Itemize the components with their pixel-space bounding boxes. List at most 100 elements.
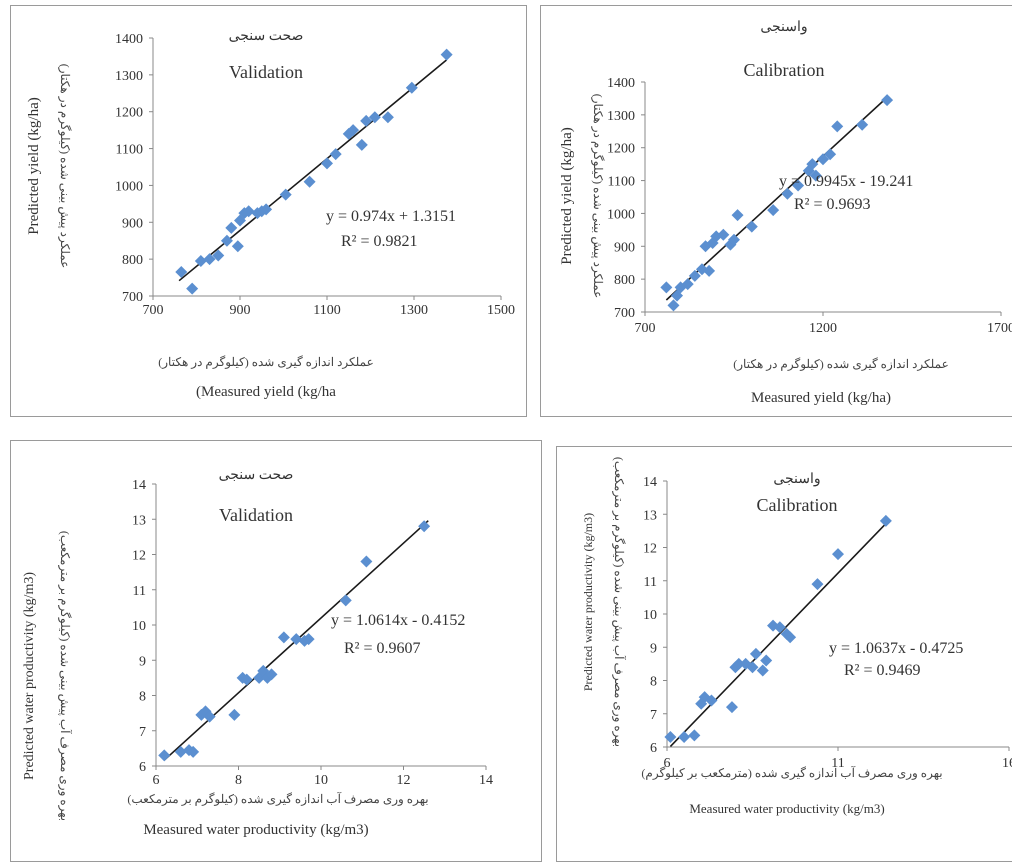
chart-title: Calibration <box>757 495 838 515</box>
y-tick-label: 1100 <box>608 175 635 190</box>
y-axis-label-fa: بهره وری مصرف آب پیش بینی شده (کیلوگرم ب… <box>612 457 627 747</box>
y-tick-label: 1400 <box>607 76 635 91</box>
data-point <box>302 633 315 646</box>
x-axis-label: Measured water productivity (kg/m3) <box>689 801 884 816</box>
data-point <box>667 299 680 312</box>
y-tick-label: 10 <box>643 608 657 623</box>
data-point <box>355 138 368 151</box>
data-point <box>881 94 894 107</box>
y-tick-label: 14 <box>132 478 146 493</box>
regression-equation: y = 1.0614x - 0.4152 <box>331 612 465 629</box>
data-point <box>699 240 712 253</box>
x-axis-label-fa: عملکرد اندازه گیری شده (کیلوگرم در هکتار… <box>733 357 948 371</box>
data-point <box>174 745 187 758</box>
data-point <box>731 209 744 222</box>
chart-title-fa: واسنجی <box>773 472 820 487</box>
data-point <box>368 111 381 124</box>
data-point <box>257 664 270 677</box>
data-point <box>360 555 373 568</box>
r-squared: R² = 0.9607 <box>344 640 421 657</box>
y-tick-label: 1400 <box>115 32 143 47</box>
data-point <box>203 253 216 266</box>
data-point <box>760 654 773 667</box>
chart-title-fa: واسنجی <box>760 20 807 35</box>
data-point <box>806 158 819 171</box>
y-tick-label: 6 <box>139 760 146 775</box>
chart-wp-calibration: 6 11 16 6 7 8 9 10 11 12 13 14 واسنجی Calibration y = … <box>581 457 1012 816</box>
x-tick-label: 6 <box>153 773 160 788</box>
chart-yield-calibration: 700 1200 1700 700 800 900 1000 1100 1200 1300 1400… <box>559 20 1012 406</box>
y-tick-label: 1100 <box>116 143 143 158</box>
data-point <box>749 647 762 660</box>
chart-title: Calibration <box>744 60 825 80</box>
data-point <box>440 48 453 61</box>
chart-yield-validation: 700 900 1100 1300 1500 700 800 900 1000 1100 1200 1… <box>26 29 515 400</box>
y-tick-label: 900 <box>122 216 143 231</box>
y-tick-label: 10 <box>132 619 146 634</box>
y-tick-label: 1000 <box>115 179 143 194</box>
y-tick-label: 12 <box>643 542 657 557</box>
x-tick-label: 12 <box>397 773 411 788</box>
data-point <box>381 111 394 124</box>
data-point <box>329 148 342 161</box>
data-point <box>203 710 216 723</box>
x-tick-label: 1500 <box>487 303 515 318</box>
y-tick-label: 1200 <box>607 142 635 157</box>
y-axis-label-fa: عملکرد پیش بینی شده (کیلوگرم در هکتار) <box>58 64 72 269</box>
data-point <box>781 187 794 200</box>
chart-title: Validation <box>219 505 293 525</box>
data-point <box>242 205 255 218</box>
y-tick-label: 1300 <box>115 69 143 84</box>
data-point <box>695 263 708 276</box>
data-point <box>681 278 694 291</box>
y-axis-label-fa: بهره وری مصرف آب پیش بینی شده (کیلوگرم ب… <box>58 531 73 821</box>
y-tick-label: 9 <box>139 654 146 669</box>
data-point <box>725 701 738 714</box>
trendline <box>178 59 448 282</box>
x-tick-label: 700 <box>635 321 656 336</box>
data-point <box>732 657 745 670</box>
x-tick-label: 16 <box>1002 756 1012 771</box>
x-tick-label: 700 <box>143 303 164 318</box>
x-tick-label: 1100 <box>313 303 340 318</box>
data-point <box>260 203 273 216</box>
data-point <box>767 619 780 632</box>
data-point <box>279 188 292 201</box>
y-tick-label: 13 <box>132 513 146 528</box>
data-point <box>678 731 691 744</box>
chart-panel-yield-calibration: 700 1200 1700 700 800 900 1000 1100 1200 1300 1400… <box>540 5 1012 417</box>
x-axis-label-fa: عملکرد اندازه گیری شده (کیلوگرم در هکتار… <box>158 355 373 369</box>
data-point <box>194 254 207 267</box>
data-point <box>187 745 200 758</box>
x-axis-label-fa: بهره وری مصرف آب اندازه گیری شده (مترمکع… <box>641 765 942 780</box>
y-tick-label: 12 <box>132 549 146 564</box>
x-tick-label: 6 <box>664 756 671 771</box>
data-point <box>746 661 759 674</box>
regression-equation: y = 0.9945x - 19.241 <box>779 173 913 190</box>
y-axis-label: Predicted yield (kg/ha) <box>26 97 42 234</box>
y-tick-label: 700 <box>122 290 143 305</box>
y-axis-label: Predicted water productivity (kg/m3) <box>22 572 37 780</box>
y-tick-label: 11 <box>644 575 657 590</box>
data-point <box>347 124 360 137</box>
data-point <box>688 269 701 282</box>
data-point <box>660 281 673 294</box>
data-point <box>225 221 238 234</box>
data-point <box>831 120 844 133</box>
data-point <box>739 657 752 670</box>
x-tick-label: 8 <box>235 773 242 788</box>
x-tick-label: 10 <box>314 773 328 788</box>
y-tick-label: 800 <box>122 253 143 268</box>
data-point <box>228 708 241 721</box>
regression-equation: y = 0.974x + 1.3151 <box>326 208 456 225</box>
data-point <box>265 668 278 681</box>
data-point <box>717 228 730 241</box>
data-point <box>186 282 199 295</box>
data-point <box>728 233 740 246</box>
x-tick-label: 14 <box>479 773 493 788</box>
y-tick-label: 11 <box>133 584 146 599</box>
data-point <box>856 118 869 131</box>
x-axis-label: (Measured yield (kg/ha <box>196 384 336 400</box>
data-point <box>773 621 786 634</box>
regression-equation: y = 1.0637x - 0.4725 <box>829 640 963 657</box>
